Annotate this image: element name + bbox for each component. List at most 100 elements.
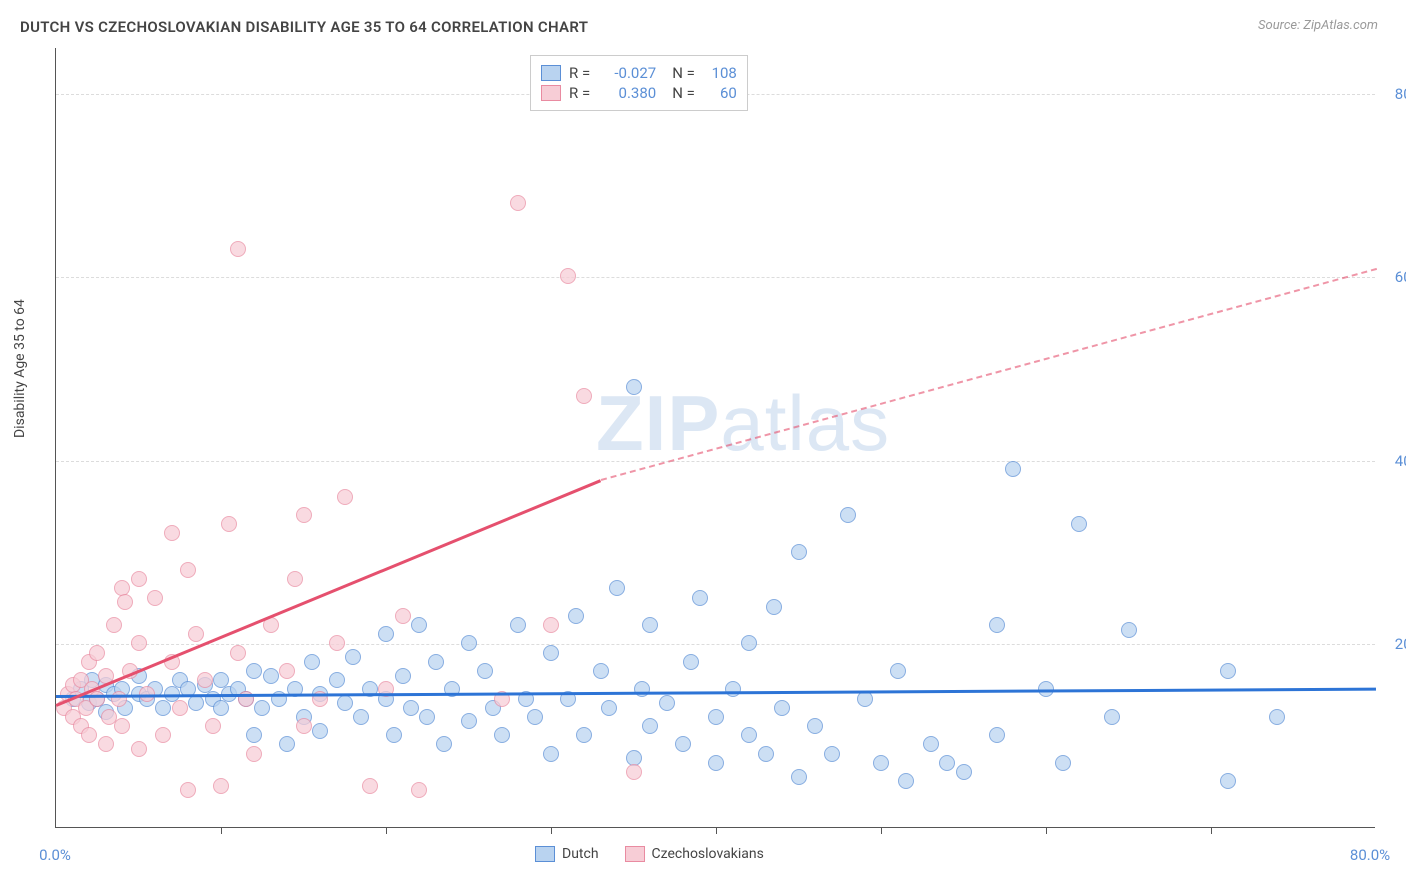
- data-point: [477, 663, 493, 679]
- data-point: [386, 727, 402, 743]
- legend-n-label: N =: [672, 64, 695, 82]
- data-point: [106, 617, 122, 633]
- data-point: [428, 654, 444, 670]
- data-point: [527, 709, 543, 725]
- legend-item: Czechoslovakians: [625, 846, 764, 862]
- data-point: [246, 727, 262, 743]
- data-point: [287, 571, 303, 587]
- legend-stats-row: R =-0.027N =108: [541, 64, 737, 82]
- data-point: [923, 736, 939, 752]
- legend-label: Czechoslovakians: [652, 846, 764, 862]
- data-point: [111, 691, 127, 707]
- data-point: [890, 663, 906, 679]
- data-point: [329, 635, 345, 651]
- data-point: [180, 782, 196, 798]
- trend-line: [56, 688, 1376, 698]
- data-point: [296, 507, 312, 523]
- data-point: [939, 755, 955, 771]
- data-point: [1220, 773, 1236, 789]
- legend-swatch: [541, 65, 561, 81]
- data-point: [263, 668, 279, 684]
- data-point: [188, 695, 204, 711]
- legend-r-label: R =: [569, 64, 590, 82]
- legend-swatch: [541, 85, 561, 101]
- legend-item: Dutch: [535, 846, 599, 862]
- y-tick-label: 80.0%: [1380, 85, 1406, 103]
- data-point: [378, 626, 394, 642]
- x-tick: [1046, 827, 1047, 834]
- x-origin-label: 0.0%: [39, 846, 71, 864]
- data-point: [411, 782, 427, 798]
- data-point: [147, 590, 163, 606]
- data-point: [593, 663, 609, 679]
- data-point: [494, 727, 510, 743]
- data-point: [609, 580, 625, 596]
- gridline: [56, 277, 1375, 278]
- legend-n-label: N =: [672, 84, 695, 102]
- x-tick: [881, 827, 882, 834]
- data-point: [353, 709, 369, 725]
- data-point: [626, 379, 642, 395]
- data-point: [791, 544, 807, 560]
- data-point: [956, 764, 972, 780]
- data-point: [188, 626, 204, 642]
- chart-title: DUTCH VS CZECHOSLOVAKIAN DISABILITY AGE …: [20, 18, 588, 36]
- data-point: [659, 695, 675, 711]
- data-point: [725, 681, 741, 697]
- data-point: [758, 746, 774, 762]
- data-point: [774, 700, 790, 716]
- data-point: [221, 516, 237, 532]
- legend-swatch: [625, 846, 645, 862]
- data-point: [180, 562, 196, 578]
- data-point: [461, 635, 477, 651]
- data-point: [461, 713, 477, 729]
- legend-r-label: R =: [569, 84, 590, 102]
- x-tick: [221, 827, 222, 834]
- data-point: [172, 700, 188, 716]
- data-point: [246, 663, 262, 679]
- data-point: [543, 645, 559, 661]
- data-point: [989, 727, 1005, 743]
- data-point: [296, 718, 312, 734]
- data-point: [1104, 709, 1120, 725]
- data-point: [362, 778, 378, 794]
- y-tick-label: 60.0%: [1380, 268, 1406, 286]
- data-point: [279, 736, 295, 752]
- gridline: [56, 644, 1375, 645]
- watermark: ZIPatlas: [596, 378, 890, 469]
- data-point: [560, 268, 576, 284]
- x-tick: [551, 827, 552, 834]
- data-point: [89, 691, 105, 707]
- data-point: [626, 764, 642, 780]
- watermark-zip: ZIP: [596, 379, 720, 467]
- data-point: [213, 778, 229, 794]
- data-point: [81, 727, 97, 743]
- trend-line-extrapolated: [600, 268, 1376, 481]
- data-point: [741, 727, 757, 743]
- data-point: [576, 388, 592, 404]
- data-point: [337, 489, 353, 505]
- legend-n-value: 60: [703, 84, 737, 102]
- source-attribution: Source: ZipAtlas.com: [1258, 18, 1378, 33]
- data-point: [395, 668, 411, 684]
- data-point: [131, 571, 147, 587]
- data-point: [1055, 755, 1071, 771]
- data-point: [1269, 709, 1285, 725]
- legend-n-value: 108: [703, 64, 737, 82]
- data-point: [205, 718, 221, 734]
- data-point: [1220, 663, 1236, 679]
- data-point: [131, 741, 147, 757]
- data-point: [1121, 622, 1137, 638]
- data-point: [1005, 461, 1021, 477]
- x-tick: [386, 827, 387, 834]
- data-point: [155, 727, 171, 743]
- data-point: [568, 608, 584, 624]
- x-tick: [1211, 827, 1212, 834]
- legend-swatch: [535, 846, 555, 862]
- data-point: [279, 663, 295, 679]
- data-point: [230, 645, 246, 661]
- data-point: [131, 635, 147, 651]
- data-point: [254, 700, 270, 716]
- data-point: [312, 723, 328, 739]
- data-point: [989, 617, 1005, 633]
